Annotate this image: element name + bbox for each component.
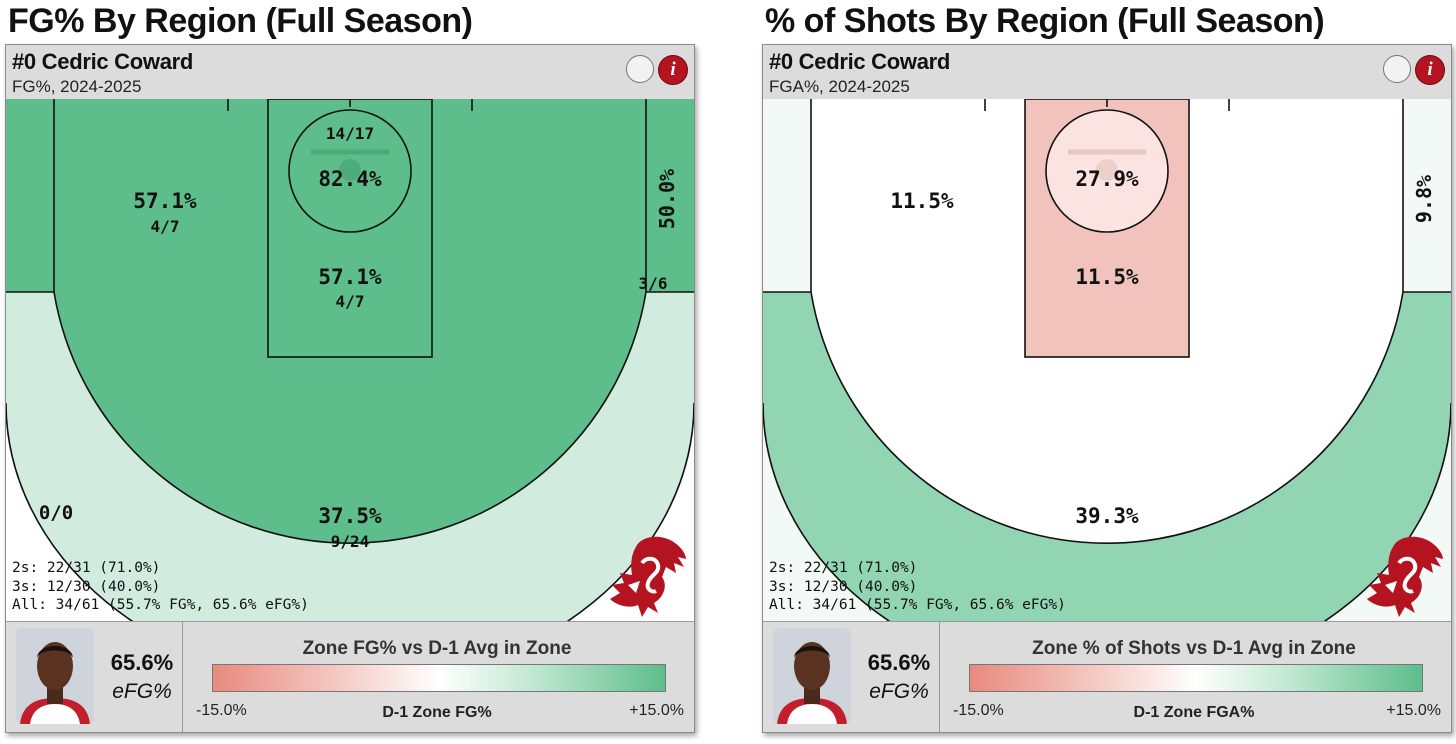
chart-title: % of Shots By Region (Full Season): [765, 2, 1325, 40]
right-corner-value: 9.8%: [1412, 175, 1436, 223]
legend-max-label: +15.0%: [1386, 702, 1441, 719]
toggle-circle-button[interactable]: [1383, 55, 1411, 83]
season-summary: 2s: 22/31 (71.0%) 3s: 12/30 (40.0%) All:…: [769, 559, 1066, 615]
legend-title: Zone % of Shots vs D-1 Avg in Zone: [1032, 638, 1356, 659]
zone-left-corner-strip: [763, 99, 811, 292]
card-header: #0 Cedric Coward FGA%, 2024-2025 i: [763, 45, 1451, 99]
zone-right-corner: [646, 99, 694, 292]
chart-subtitle: FGA%, 2024-2025: [769, 77, 910, 96]
shot-chart-card-fg: #0 Cedric Coward FG%, 2024-2025 i 82.4%: [5, 44, 695, 733]
efg-label: eFG%: [869, 680, 929, 703]
color-scale-bar: [212, 664, 666, 692]
legend-center-label: D-1 Zone FGA%: [1133, 704, 1255, 721]
player-name: #0 Cedric Coward: [12, 49, 194, 74]
overall-summary: All: 34/61 (55.7% FG%, 65.6% eFG%): [769, 597, 1066, 613]
chart-title: FG% By Region (Full Season): [8, 2, 473, 40]
paint-made-attempts: 4/7: [336, 292, 365, 311]
three-point-value: 39.3%: [1075, 504, 1139, 528]
divider: [939, 622, 940, 732]
three-point-made-attempts: 9/24: [331, 532, 370, 551]
shot-chart-card-fga: #0 Cedric Coward FGA%, 2024-2025 i 27.9%: [762, 44, 1452, 733]
efg-value: 65.6%: [867, 650, 931, 675]
court-heatmap: 82.4% 14/17 57.1% 4/7 57.1% 4/7 50.0% 3/…: [6, 99, 694, 621]
three-point-summary: 3s: 12/30 (40.0%): [769, 578, 918, 595]
zone-above-break-three: [763, 292, 1451, 621]
efg-label: eFG%: [112, 680, 172, 703]
legend-center-label: D-1 Zone FG%: [382, 704, 492, 721]
restricted-area-value: 82.4%: [318, 167, 382, 191]
info-icon[interactable]: i: [658, 55, 688, 85]
card-header: #0 Cedric Coward FG%, 2024-2025 i: [6, 45, 694, 99]
restricted-area-value: 27.9%: [1075, 167, 1139, 191]
right-corner-made-attempts: 3/6: [639, 274, 668, 293]
legend-title: Zone FG% vs D-1 Avg in Zone: [302, 638, 572, 659]
chart-subtitle: FG%, 2024-2025: [12, 77, 142, 96]
info-icon[interactable]: i: [1415, 55, 1445, 85]
restricted-area-made-attempts: 14/17: [326, 124, 374, 143]
player-name: #0 Cedric Coward: [769, 49, 951, 74]
legend-footer: 65.6% eFG% Zone % of Shots vs D-1 Avg in…: [763, 621, 1451, 732]
paint-value: 11.5%: [1075, 265, 1139, 289]
left-corner-value: 0/0: [39, 502, 73, 524]
player-headshot: [773, 628, 851, 724]
legend-min-label: -15.0%: [196, 702, 247, 719]
three-point-summary: 3s: 12/30 (40.0%): [12, 578, 161, 595]
two-point-summary: 2s: 22/31 (71.0%): [12, 560, 161, 576]
legend-max-label: +15.0%: [629, 702, 684, 719]
midrange-value: 57.1%: [133, 189, 197, 213]
court-heatmap: 27.9% 11.5% 11.5% 9.8% 39.3%: [763, 99, 1451, 621]
player-headshot: [16, 628, 94, 724]
overall-summary: All: 34/61 (55.7% FG%, 65.6% eFG%): [12, 597, 309, 613]
zone-right-corner: [1403, 99, 1451, 292]
team-logo-icon: [610, 536, 686, 617]
team-logo-icon: [1367, 536, 1443, 617]
zone-above-break-three: [6, 292, 694, 621]
midrange-value: 11.5%: [890, 189, 954, 213]
legend-min-label: -15.0%: [953, 702, 1004, 719]
right-corner-value: 50.0%: [655, 169, 679, 229]
color-scale-bar: [969, 664, 1423, 692]
midrange-made-attempts: 4/7: [151, 217, 180, 236]
two-point-summary: 2s: 22/31 (71.0%): [769, 560, 918, 576]
divider: [182, 622, 183, 732]
legend-footer: 65.6% eFG% Zone FG% vs D-1 Avg in Zone -…: [6, 621, 694, 732]
paint-value: 57.1%: [318, 265, 382, 289]
season-summary: 2s: 22/31 (71.0%) 3s: 12/30 (40.0%) All:…: [12, 559, 309, 615]
three-point-value: 37.5%: [318, 504, 382, 528]
efg-value: 65.6%: [110, 650, 174, 675]
toggle-circle-button[interactable]: [626, 55, 654, 83]
